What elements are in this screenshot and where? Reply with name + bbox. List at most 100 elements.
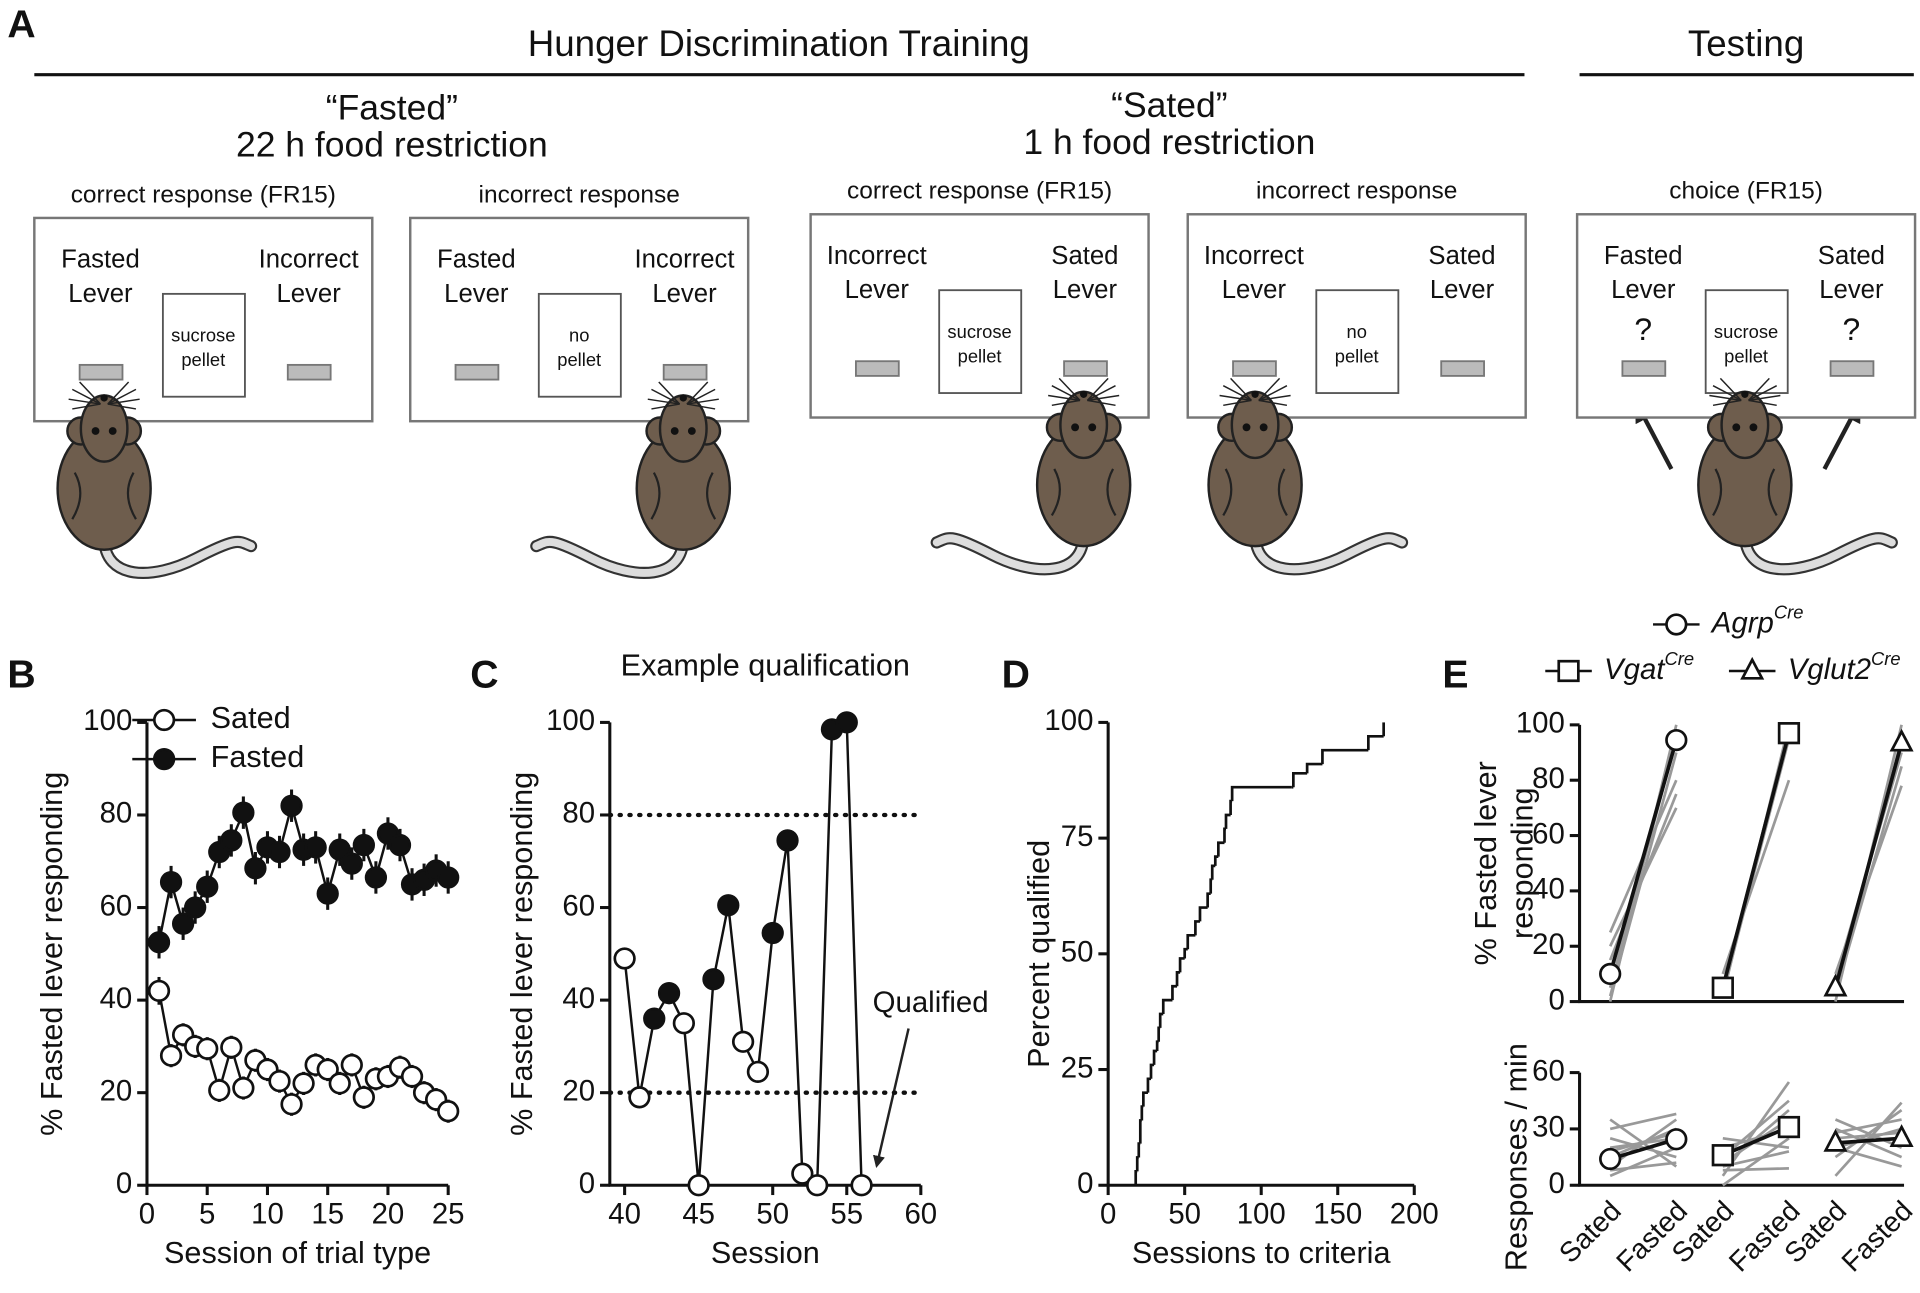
- panel-label: B: [7, 653, 35, 696]
- step-segment: [1367, 734, 1384, 751]
- box-heading: choice (FR15): [1669, 178, 1823, 205]
- condition-title: “Fasted”: [326, 88, 458, 128]
- panel-label: E: [1442, 653, 1468, 696]
- step-segment: [1217, 841, 1225, 857]
- y-tick-label: 30: [1532, 1111, 1565, 1144]
- box-heading: incorrect response: [1256, 178, 1457, 205]
- step-segment: [1157, 1026, 1161, 1042]
- tray-label: pellet: [1335, 345, 1379, 366]
- individual-line: [1834, 1127, 1903, 1159]
- mouse: [930, 377, 1132, 576]
- data-point: [628, 1086, 651, 1109]
- mouse-head: [1720, 390, 1770, 460]
- y-tick-label: 20: [562, 1074, 595, 1107]
- chart-title: Example qualification: [621, 648, 910, 682]
- step-segment: [1138, 1119, 1142, 1144]
- y-tick-label: 100: [546, 704, 595, 737]
- data-point: [672, 1012, 696, 1035]
- pellet-tray: [938, 289, 1023, 394]
- x-tick-label: 50: [1168, 1198, 1201, 1231]
- data-line: [623, 720, 863, 1188]
- data-point: [613, 947, 636, 970]
- legend-label: Sated: [211, 701, 291, 735]
- step-segment: [1135, 1156, 1139, 1172]
- legend-label: Vglut2Cre: [1788, 648, 1901, 686]
- lever-label: Sated: [1428, 242, 1495, 270]
- mouse-whisker: [1223, 399, 1252, 407]
- mouse-arm: [1050, 468, 1061, 517]
- y-tick-label: 60: [1532, 817, 1565, 850]
- individual-line: [1722, 1167, 1789, 1172]
- data-point: [835, 711, 858, 734]
- x-tick-label: 15: [311, 1198, 344, 1231]
- mean-marker: [1889, 728, 1914, 752]
- legend-name: Agrp: [1710, 606, 1774, 639]
- mouse-tail: [1740, 529, 1896, 574]
- mean-line: [1833, 742, 1904, 989]
- y-axis-label: % Fasted lever responding: [505, 772, 539, 1136]
- mouse-whisker: [686, 398, 719, 405]
- step-segment: [1224, 813, 1231, 829]
- mouse-head: [1059, 390, 1109, 460]
- individual-line: [1835, 1127, 1902, 1149]
- unknown-mark: ?: [1634, 311, 1652, 347]
- data-point: [702, 968, 725, 991]
- y-axis-label: responding: [1506, 787, 1540, 938]
- y-tick-label: 0: [116, 1167, 132, 1200]
- data-point: [316, 1058, 339, 1081]
- x-tick-label: 100: [1237, 1198, 1286, 1231]
- legend-marker: [152, 748, 176, 771]
- data-point: [717, 894, 740, 917]
- lever-label: Lever: [444, 280, 509, 308]
- unknown-mark: ?: [1843, 311, 1861, 347]
- tray-label: pellet: [181, 349, 225, 370]
- lever-label: Lever: [68, 280, 133, 308]
- data-point: [244, 857, 267, 880]
- mouse-whisker: [1086, 377, 1109, 401]
- lever-label: Incorrect: [259, 246, 359, 274]
- step-segment: [1198, 906, 1208, 922]
- box-heading: correct response (FR15): [71, 181, 336, 208]
- mouse-tail: [1251, 529, 1406, 574]
- y-tick-label: 60: [562, 889, 595, 922]
- y-tick-label: 60: [1532, 1054, 1565, 1087]
- legend-name: Vglut2: [1788, 653, 1871, 686]
- tray-label: no: [1347, 321, 1367, 342]
- mouse-whisker: [1258, 399, 1288, 407]
- lever-label: Lever: [1611, 276, 1676, 304]
- mouse-eye: [1088, 423, 1097, 432]
- legend-marker: [152, 708, 176, 732]
- mouse-whisker: [72, 403, 101, 410]
- data-point: [643, 1007, 666, 1030]
- x-tick-label: 55: [830, 1198, 863, 1231]
- legend-superscript: Cre: [1871, 648, 1901, 669]
- data-point: [437, 1100, 460, 1123]
- mouse-whisker: [1230, 377, 1252, 401]
- mean-marker: [1823, 1128, 1848, 1152]
- box-heading: correct response (FR15): [847, 178, 1112, 205]
- step-segment: [1161, 998, 1173, 1015]
- step-segment: [1209, 878, 1213, 894]
- y-tick-label: 80: [562, 797, 595, 830]
- data-point: [761, 921, 784, 945]
- x-tick-label: 45: [682, 1198, 715, 1231]
- x-tick-label: 60: [904, 1198, 937, 1231]
- y-tick-label: 0: [1549, 1167, 1565, 1200]
- mouse-eye: [670, 427, 679, 435]
- mean-marker: [1665, 728, 1688, 752]
- step-segment: [1321, 748, 1369, 765]
- tray-label: pellet: [1724, 345, 1768, 366]
- mouse-arm: [71, 472, 82, 520]
- tray-label: pellet: [557, 349, 601, 370]
- data-point: [196, 1037, 219, 1060]
- mouse-whisker: [1222, 385, 1252, 402]
- data-point: [232, 801, 255, 824]
- mouse: [1207, 377, 1409, 576]
- data-point: [352, 1086, 375, 1109]
- mean-marker: [1711, 1144, 1734, 1167]
- data-point: [147, 931, 171, 954]
- mean-marker: [1711, 976, 1734, 999]
- individual-line: [1834, 1118, 1903, 1149]
- mouse-nose: [1741, 390, 1749, 398]
